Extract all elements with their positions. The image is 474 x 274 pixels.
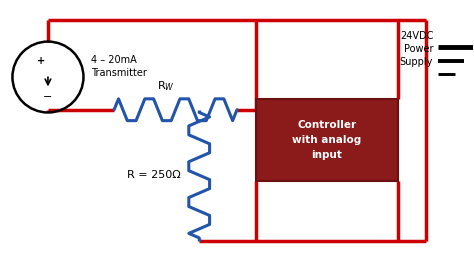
Text: +: + — [37, 56, 45, 66]
Text: Controller
with analog
input: Controller with analog input — [292, 120, 361, 159]
Text: 24VDC
Power
Supply: 24VDC Power Supply — [400, 31, 433, 67]
Text: 4 – 20mA
Transmitter: 4 – 20mA Transmitter — [91, 55, 146, 78]
Text: −: − — [43, 92, 53, 102]
Text: R = 250Ω: R = 250Ω — [127, 170, 180, 180]
FancyBboxPatch shape — [256, 99, 398, 181]
Text: R$_W$: R$_W$ — [157, 79, 175, 93]
